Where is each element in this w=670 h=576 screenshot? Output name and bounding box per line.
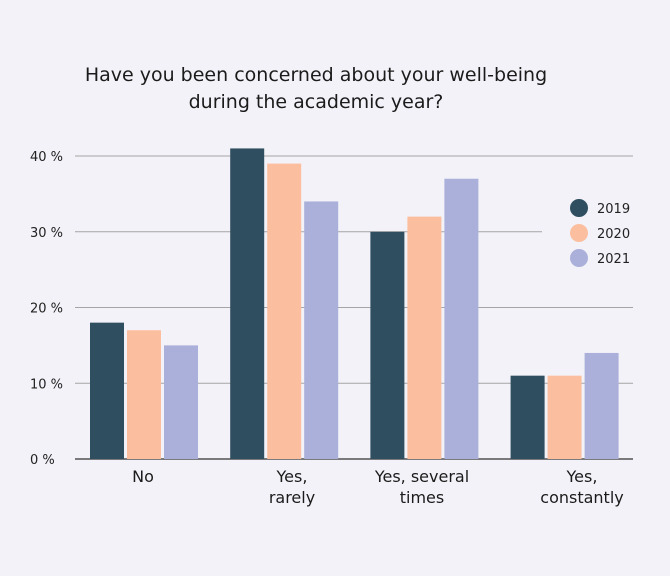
bar-2021-cat-2 — [444, 178, 479, 459]
legend-label: 2019 — [597, 202, 630, 217]
chart-title: Have you been concerned about your well-… — [85, 64, 547, 113]
bar-2020-cat-3 — [547, 375, 582, 459]
bar-2019-cat-2 — [370, 231, 405, 459]
chart-title-line: during the academic year? — [189, 91, 444, 113]
y-tick-label: 10 % — [30, 377, 63, 392]
y-tick-label: 20 % — [30, 302, 63, 317]
bar-2020-cat-0 — [127, 330, 161, 459]
x-axis-labels: No Yes, rarely Yes, several times Yes, constan… — [132, 467, 624, 507]
legend-swatch — [570, 199, 588, 217]
bar-2021-cat-3 — [584, 352, 619, 459]
bar-2020-cat-2 — [407, 216, 442, 459]
x-category-label: Yes, rarely — [269, 467, 315, 507]
x-category-label: Yes, constantly — [540, 467, 623, 507]
legend-label: 2021 — [597, 252, 630, 267]
chart-title-line: Have you been concerned about your well-… — [85, 64, 547, 86]
x-category-label: Yes, several times — [374, 467, 469, 507]
bar-2019-cat-0 — [90, 322, 124, 459]
legend-label: 2020 — [597, 227, 630, 242]
bar-2019-cat-3 — [510, 375, 545, 459]
y-axis-ticks: 0 % 10 % 20 % 30 % 40 % — [30, 150, 63, 468]
bars — [90, 148, 619, 460]
y-tick-label: 30 % — [30, 226, 63, 241]
bar-2021-cat-1 — [304, 201, 339, 459]
legend-swatch — [570, 249, 588, 267]
bar-2020-cat-1 — [267, 163, 302, 459]
x-category-label: No — [132, 467, 154, 486]
y-tick-label: 40 % — [30, 150, 63, 165]
legend-swatch — [570, 224, 588, 242]
legend: 2019 2020 2021 — [570, 199, 630, 267]
bar-2021-cat-0 — [164, 345, 198, 459]
y-tick-label: 0 % — [30, 453, 55, 468]
bar-2019-cat-1 — [230, 148, 265, 460]
